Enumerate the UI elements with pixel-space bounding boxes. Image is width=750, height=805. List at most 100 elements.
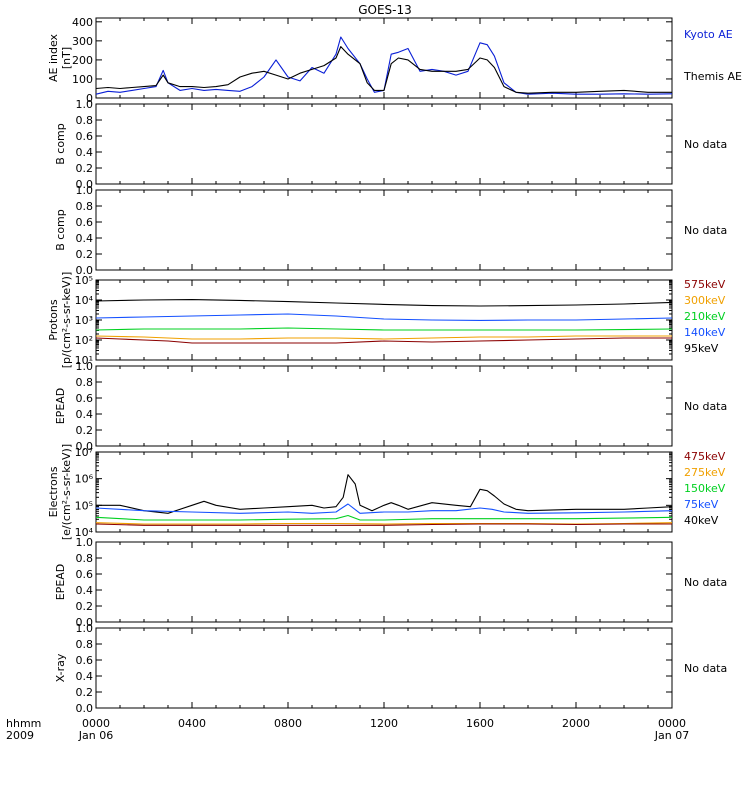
y-tick-label: 400	[72, 16, 93, 29]
y-tick-label: 0.4	[76, 670, 94, 683]
side-label: Kyoto AE	[684, 28, 733, 41]
time-axis-label-hhmm: hhmm	[6, 717, 41, 730]
panel-1: 0 100 200 300 400 AE index [nT] Kyoto AE Themis …	[47, 16, 742, 105]
x-tick-label: 0800	[274, 717, 302, 730]
panel-7: 0.0 0.2 0.4 0.6 0.8 1.0 EPEAD No data	[54, 536, 727, 629]
y-tick-label: 0.0	[76, 440, 94, 453]
side-label: 140keV	[684, 326, 726, 339]
plot-title: GOES-13	[358, 3, 412, 17]
y-tick-label: 0.4	[76, 232, 94, 245]
y-tick-label: 10³	[75, 314, 93, 327]
y-tick-label: 0.6	[76, 130, 94, 143]
y-tick-label: 0.6	[76, 654, 94, 667]
y-axis-label: B comp	[54, 123, 67, 165]
y-tick-label: 10⁴	[75, 294, 94, 307]
panel-frame	[95, 541, 673, 623]
y-tick-label: 10⁴	[75, 526, 94, 539]
y-tick-label: 100	[72, 73, 93, 86]
side-label: 150keV	[684, 482, 726, 495]
y-tick-label: 0.4	[76, 584, 94, 597]
panel-frame	[95, 103, 673, 185]
y-tick-label: 0.8	[76, 200, 94, 213]
y-tick-label: 0.0	[76, 178, 94, 191]
side-label: Themis AE	[683, 70, 742, 83]
x-tick-label: 1200	[370, 717, 398, 730]
x-tick-date-label: Jan 06	[78, 729, 113, 742]
panel-frame	[95, 17, 673, 99]
y-tick-label: 0	[86, 92, 93, 105]
series-150kev	[95, 514, 673, 521]
y-tick-label: 0.0	[76, 616, 94, 629]
panel-3: 0.0 0.2 0.4 0.6 0.8 1.0 B comp No data	[54, 184, 727, 277]
series-themis-ae	[95, 46, 672, 94]
panels: 0 100 200 300 400 AE index [nT] Kyoto AE Themis …	[47, 16, 742, 715]
y-tick-label: 1.0	[76, 360, 94, 373]
y-tick-label: 0.2	[76, 600, 94, 613]
y-tick-label: 0.6	[76, 568, 94, 581]
panel-5: 0.0 0.2 0.4 0.6 0.8 1.0 EPEAD No data	[54, 360, 727, 453]
y-axis-label: Protons	[47, 299, 60, 340]
side-label: 95keV	[684, 342, 719, 355]
y-axis-label: AE index	[47, 33, 60, 82]
side-label: 75keV	[684, 498, 719, 511]
y-tick-label: 0.8	[76, 376, 94, 389]
series-210kev	[95, 327, 673, 331]
side-label: No data	[684, 224, 727, 237]
side-label: 210keV	[684, 310, 726, 323]
y-tick-label: 1.0	[76, 622, 94, 635]
y-tick-label: 10⁶	[75, 473, 94, 486]
y-tick-label: 0.2	[76, 248, 94, 261]
series-300kev	[95, 335, 672, 340]
side-label: 475keV	[684, 450, 726, 463]
y-tick-label: 1.0	[76, 536, 94, 549]
panel-8: 0.0 0.2 0.4 0.6 0.8 1.0 X-ray No data	[54, 622, 727, 715]
series-95kev	[95, 299, 673, 307]
x-tick-label: 0000	[82, 717, 110, 730]
y-tick-label: 0.4	[76, 146, 94, 159]
x-tick-label: 1600	[466, 717, 494, 730]
side-label: 575keV	[684, 278, 726, 291]
y-axis-label: EPEAD	[54, 388, 67, 425]
y-tick-label: 0.2	[76, 424, 94, 437]
panel-frame	[95, 189, 673, 271]
series-75kev	[95, 503, 673, 514]
time-axis-label-year: 2009	[6, 729, 34, 742]
side-label: 275keV	[684, 466, 726, 479]
side-label: No data	[684, 576, 727, 589]
panel-4: 10¹ 10² 10³ 10⁴ 10⁵ Protons [p/(cm²-s-sr-keV)]…	[47, 272, 726, 369]
y-axis-label: EPEAD	[54, 564, 67, 601]
y-tick-label: 10⁵	[75, 274, 93, 287]
y-axis-label: Electrons	[47, 466, 60, 517]
y-axis-label: [nT]	[60, 47, 73, 69]
x-tick-label: 2000	[562, 717, 590, 730]
y-axis-label: B comp	[54, 209, 67, 251]
y-tick-label: 0.0	[76, 702, 94, 715]
panel-2: 0.0 0.2 0.4 0.6 0.8 1.0 B comp No data	[54, 98, 727, 191]
series-40kev	[96, 474, 673, 514]
y-tick-label: 10¹	[75, 354, 93, 367]
panel-frame	[95, 627, 673, 709]
series-475kev	[95, 523, 672, 526]
y-tick-label: 0.2	[76, 686, 94, 699]
series-275kev	[95, 522, 673, 525]
y-axis-label: X-ray	[54, 653, 67, 682]
x-tick-label: 0400	[178, 717, 206, 730]
y-tick-label: 1.0	[76, 98, 94, 111]
y-tick-label: 0.4	[76, 408, 94, 421]
x-tick-date-label: Jan 07	[654, 729, 689, 742]
series-140kev	[95, 313, 673, 321]
series-kyoto-ae	[95, 36, 673, 95]
x-tick-label: 0000	[658, 717, 686, 730]
panel-frame	[95, 365, 673, 447]
y-tick-label: 0.6	[76, 392, 94, 405]
panel-6: 10⁴ 10⁵ 10⁶ 10⁷ Electrons [e/(cm²-s-sr-keV)] 4…	[47, 444, 726, 540]
side-label: No data	[684, 400, 727, 413]
side-label: 40keV	[684, 514, 719, 527]
y-tick-label: 1.0	[76, 184, 94, 197]
y-tick-label: 10²	[75, 334, 93, 347]
y-tick-label: 0.8	[76, 552, 94, 565]
side-label: No data	[684, 662, 727, 675]
y-tick-label: 300	[72, 35, 93, 48]
side-label: No data	[684, 138, 727, 151]
